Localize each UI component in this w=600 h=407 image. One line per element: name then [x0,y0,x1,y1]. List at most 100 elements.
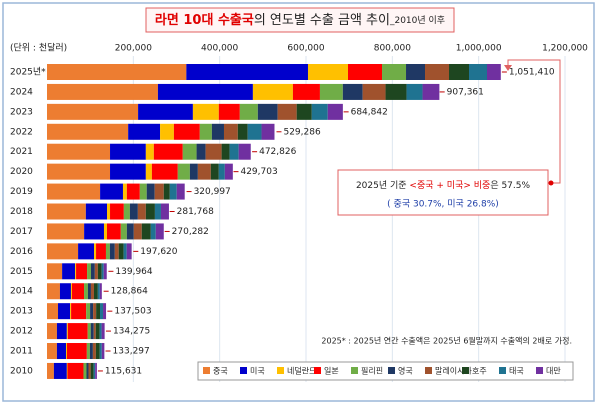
legend-swatch [203,367,210,374]
total-label: 197,620 [140,247,177,257]
bar-segment [56,323,67,340]
bar-segment [406,64,426,80]
bar-segment [53,362,67,379]
bar-segment [223,123,238,140]
bar-segment [95,362,97,379]
legend-swatch [536,367,543,374]
x-tick-label: 400,000 [201,44,238,54]
bar-segment [47,83,158,100]
bar-segment [449,64,469,80]
y-tick-label: 2022 [10,127,33,137]
bar-segment [67,362,84,379]
title-part: 라면 10대 수출국 [155,12,254,28]
bar-segment [292,83,320,100]
bar-segment [296,103,312,120]
y-tick-label: 2016 [10,247,33,257]
bar-segment [425,64,450,80]
bar-segment [93,323,96,340]
y-tick-label: 2015 [10,267,33,277]
bar-segment [145,203,155,220]
bar-segment [86,343,90,360]
bar-segment [169,183,177,200]
bar-segment [173,123,200,140]
bar-segment [126,243,132,260]
bar-segment [110,143,146,160]
bar-segment [47,163,111,180]
legend-label: 영국 [398,366,413,376]
bar-segment [107,223,121,240]
bar-segment [160,123,174,140]
bar-segment [94,243,97,260]
legend-label: 중국 [213,367,228,376]
bar-segment [90,283,94,300]
bar-segment [92,343,96,360]
y-tick-label: 2018 [10,207,33,217]
total-label: 529,286 [283,127,320,137]
bar-segment [182,143,197,160]
bar-segment [93,303,97,320]
bar-segment [122,183,127,200]
bar-segment [382,64,407,80]
legend-swatch [425,367,432,374]
bar-segment [47,343,57,360]
bar-segment [422,83,440,100]
legend-label: 일본 [324,367,339,376]
y-tick-label: 2014 [10,287,33,297]
x-tick-label: 1,000,000 [456,44,502,54]
bar-segment [155,223,164,240]
total-label: 128,864 [111,287,148,297]
bar-segment [229,143,239,160]
bar-segment [89,343,93,360]
bar-segment [138,103,193,120]
bar-segment [176,183,185,200]
bar-segment [197,163,211,180]
bar-segment [87,263,91,280]
bar-segment [62,263,76,280]
bar-segment [93,283,98,300]
total-label: 1,051,410 [509,68,555,78]
bar-segment [123,203,130,220]
legend-swatch [240,367,247,374]
bar-segment [47,143,111,160]
bar-segment [66,343,87,360]
bar-segment [90,323,94,340]
total-label: 133,297 [113,347,150,357]
bar-segment [103,263,107,280]
bar-segment [47,223,85,240]
bar-segment [90,303,94,320]
total-label: 139,964 [115,267,152,277]
y-tick-label: 2020 [10,167,33,177]
bar-segment [95,343,100,360]
legend-swatch [277,367,284,374]
bar-segment [348,64,383,80]
bar-segment [71,303,87,320]
legend-label: 태국 [509,367,524,376]
bar-segment [133,223,142,240]
bar-segment [100,183,123,200]
bar-segment [205,143,222,160]
bar-segment [110,163,146,180]
bar-segment [186,64,308,80]
bar-segment [114,243,119,260]
bar-segment [277,103,297,120]
bar-segment [97,263,102,280]
annotation-box [337,169,549,216]
bar-segment [103,303,107,320]
y-tick-label: 2021 [10,147,33,157]
bar-segment [153,143,183,160]
bar-segment [218,163,225,180]
annotation: ( 중국 30.7%, 미국 26.8%) [387,199,499,210]
bar-segment [327,103,343,120]
bar-segment [163,183,170,200]
bar-segment [218,103,240,120]
legend-box [197,361,574,381]
bar-segment [71,283,85,300]
bar-segment [319,83,343,100]
bar-segment [94,263,98,280]
footnote: 2025* : 2025년 연간 수출액은 2025년 6월말까지 수출액의 2… [321,336,572,346]
bar-segment [118,243,124,260]
bar-segment [84,283,88,300]
bar-segment [154,183,164,200]
bar-segment [137,203,146,220]
bar-segment [221,143,230,160]
